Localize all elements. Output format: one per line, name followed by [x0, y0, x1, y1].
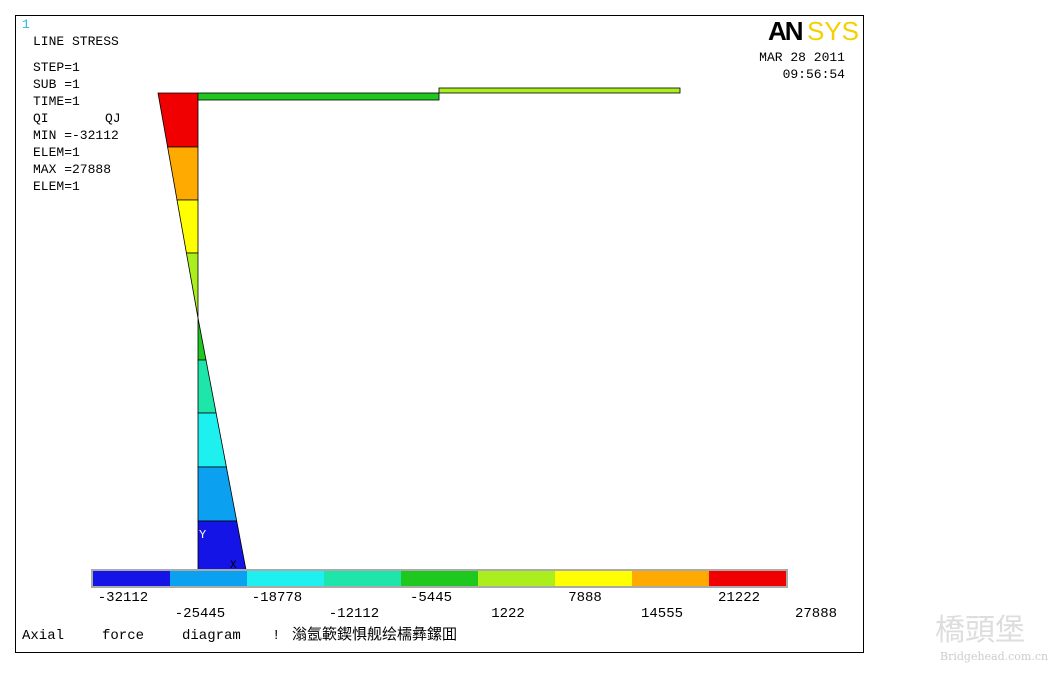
- caption: force: [102, 628, 144, 644]
- frame: [15, 15, 864, 653]
- logo-an: AN: [768, 16, 803, 46]
- info-elem: ELEM=1: [33, 145, 80, 160]
- legend-label: -5445: [410, 590, 452, 606]
- watermark-url: Bridgehead.com.cn: [940, 650, 1048, 663]
- legend-label: 1222: [491, 606, 525, 622]
- info-elem: ELEM=1: [33, 179, 80, 194]
- info-line: SUB =1: [33, 77, 80, 92]
- time: 09:56:54: [783, 67, 846, 82]
- info-qj: QJ: [105, 111, 121, 126]
- legend-swatch: [401, 571, 478, 586]
- caption: diagram: [182, 628, 241, 644]
- watermark: 橋頭堡: [935, 613, 1025, 648]
- info-qi: QI: [33, 111, 49, 126]
- legend-swatch: [478, 571, 555, 586]
- caption: 滃氬簐鍥惧舰绘檽彝鏍囬: [292, 625, 457, 643]
- legend-swatch: [93, 571, 170, 586]
- legend-label: -12112: [329, 606, 379, 622]
- caption: !: [272, 628, 280, 644]
- legend-label: -25445: [175, 606, 225, 622]
- beam-band: [197, 92, 440, 101]
- legend-swatch: [247, 571, 324, 586]
- legend-label: 27888: [795, 606, 837, 622]
- info-title: LINE STRESS: [33, 34, 119, 49]
- stress-diagram: [157, 87, 681, 571]
- date: MAR 28 2011: [759, 50, 845, 65]
- window-number: 1: [22, 17, 30, 32]
- legend-label: -18778: [252, 590, 302, 606]
- legend: -32112 -25445 -18778 -12112 -5445 1222 7888 145…: [91, 569, 837, 622]
- info-max: MAX =27888: [33, 162, 111, 177]
- legend-label: 14555: [641, 606, 683, 622]
- legend-label: 21222: [718, 590, 760, 606]
- legend-swatch: [324, 571, 401, 586]
- info-line: STEP=1: [33, 60, 80, 75]
- logo-sys: SYS: [807, 16, 859, 46]
- legend-swatch: [709, 571, 786, 586]
- legend-label: -32112: [98, 590, 148, 606]
- legend-swatch: [170, 571, 247, 586]
- legend-swatch: [555, 571, 632, 586]
- axis-x: X: [230, 560, 237, 572]
- info-min: MIN =-32112: [33, 128, 119, 143]
- legend-swatch: [632, 571, 709, 586]
- band: [185, 252, 199, 319]
- info-line: TIME=1: [33, 94, 80, 109]
- axis-y: Y: [199, 528, 206, 542]
- caption: Axial: [22, 628, 64, 644]
- beam-band: [438, 87, 681, 94]
- legend-label: 7888: [568, 590, 602, 606]
